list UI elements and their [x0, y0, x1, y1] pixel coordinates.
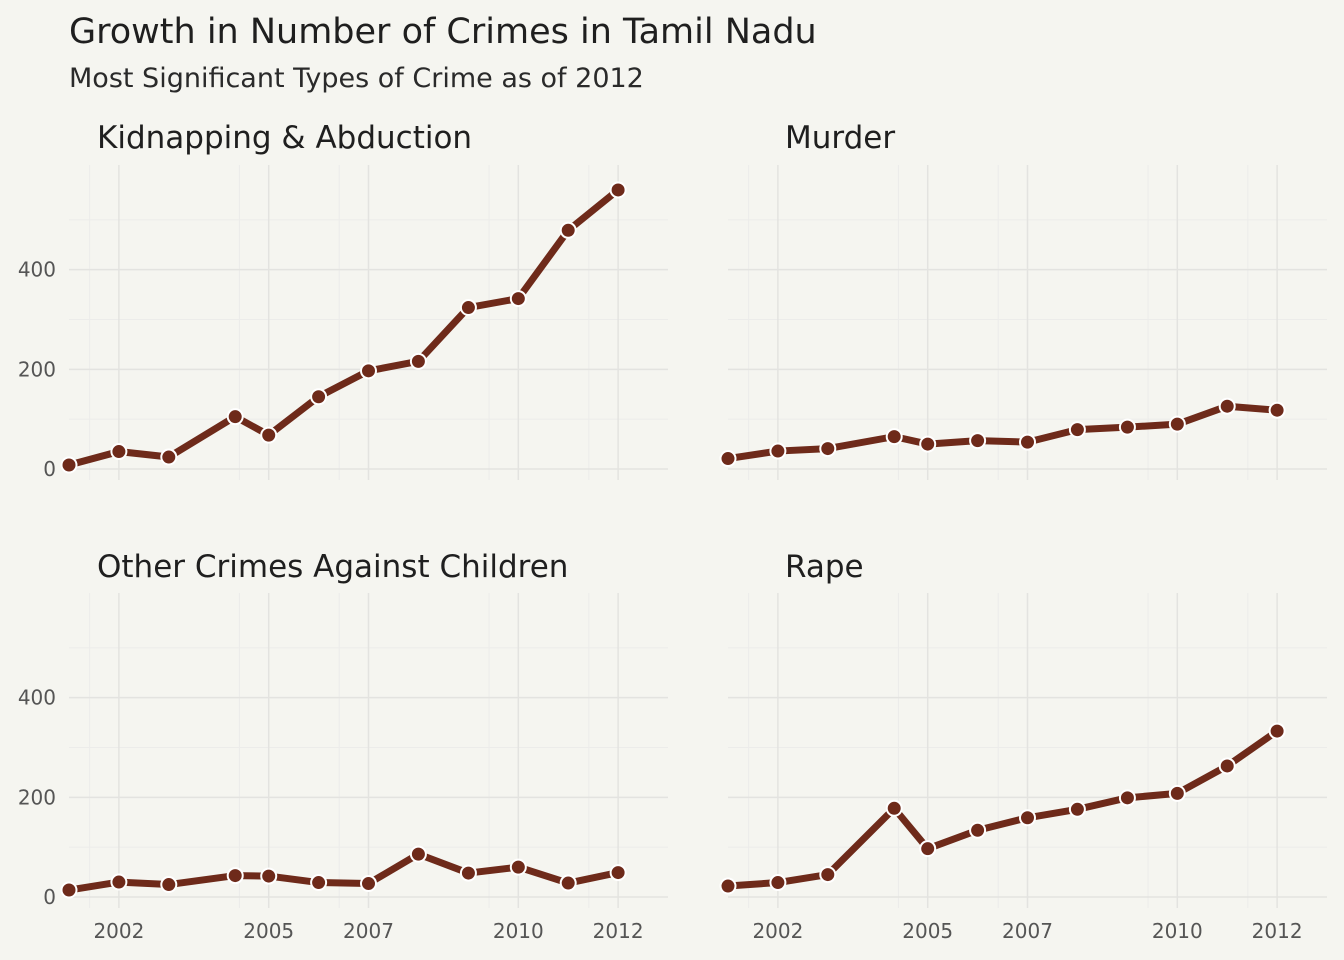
data-point — [459, 864, 477, 882]
series-line — [65, 186, 622, 469]
panel-0: Kidnapping & Abduction 0 200 400 — [18, 120, 668, 481]
data-point — [1168, 784, 1186, 802]
x-tick-label: 2012 — [593, 919, 644, 943]
chart-title: Growth in Number of Crimes in Tamil Nadu — [69, 12, 817, 52]
data-point — [719, 877, 737, 895]
x-tick-label: 2005 — [243, 919, 294, 943]
data-point — [1019, 433, 1036, 451]
y-tick-label: 0 — [43, 885, 56, 909]
data-point — [509, 290, 527, 308]
data-point — [459, 299, 477, 317]
x-tick-label: 2005 — [902, 919, 953, 943]
chart-subtitle: Most Significant Types of Crime as of 20… — [69, 63, 644, 94]
data-point — [919, 840, 937, 858]
panel-1: Murder — [719, 120, 1327, 480]
data-point — [60, 456, 78, 474]
panel-2: Other Crimes Against Children 0 200 400 2002… — [18, 549, 668, 943]
x-tick-label: 2010 — [493, 919, 544, 943]
data-point — [110, 873, 128, 891]
data-point — [1168, 415, 1186, 433]
x-tick-label: 2002 — [752, 919, 803, 943]
data-point — [160, 448, 178, 466]
data-point — [885, 428, 903, 446]
data-point — [1268, 401, 1286, 419]
panel-title: Rape — [785, 549, 864, 585]
data-point — [919, 435, 937, 453]
x-tick-label: 2007 — [1002, 919, 1053, 943]
data-point — [609, 864, 627, 882]
data-point — [769, 874, 787, 892]
y-tick-label: 400 — [18, 686, 56, 710]
data-point — [1118, 789, 1136, 807]
data-point — [1268, 722, 1286, 740]
y-tick-label: 0 — [43, 457, 56, 481]
data-point — [559, 221, 577, 239]
data-point — [1218, 757, 1236, 775]
panel-3: Rape 2002 2005 2007 2010 2012 — [719, 549, 1327, 943]
data-point — [160, 876, 178, 894]
data-point — [509, 858, 527, 876]
data-point — [409, 352, 427, 370]
data-point — [559, 874, 577, 892]
series-line — [65, 850, 622, 894]
panels: Kidnapping & Abduction 0 200 400 Murder Other… — [18, 120, 1327, 943]
data-point — [310, 388, 328, 406]
data-point — [310, 874, 328, 892]
data-point — [819, 440, 837, 458]
data-point — [260, 867, 278, 885]
data-point — [360, 875, 377, 893]
data-point — [1068, 800, 1086, 818]
data-point — [360, 362, 377, 380]
y-tick-label: 200 — [18, 357, 56, 381]
data-point — [1068, 421, 1086, 439]
data-point — [819, 866, 837, 884]
data-point — [110, 443, 128, 461]
data-point — [969, 821, 987, 839]
x-tick-label: 2002 — [93, 919, 144, 943]
data-point — [609, 181, 627, 199]
data-point — [1019, 809, 1036, 827]
panel-title: Murder — [785, 120, 895, 156]
data-point — [885, 799, 903, 817]
series-line — [724, 727, 1281, 890]
data-point — [719, 450, 737, 468]
series-line — [724, 402, 1281, 463]
data-point — [1118, 418, 1136, 436]
data-point — [226, 408, 244, 426]
panel-title: Kidnapping & Abduction — [97, 120, 472, 156]
data-point — [226, 867, 244, 885]
x-tick-label: 2010 — [1152, 919, 1203, 943]
data-point — [260, 426, 278, 444]
data-point — [969, 432, 987, 450]
data-point — [409, 845, 427, 863]
x-tick-label: 2012 — [1252, 919, 1303, 943]
y-tick-label: 400 — [18, 258, 56, 282]
panel-title: Other Crimes Against Children — [97, 549, 568, 585]
x-tick-label: 2007 — [343, 919, 394, 943]
y-tick-label: 200 — [18, 785, 56, 809]
data-point — [769, 442, 787, 460]
data-point — [1218, 397, 1236, 415]
data-point — [60, 881, 78, 899]
